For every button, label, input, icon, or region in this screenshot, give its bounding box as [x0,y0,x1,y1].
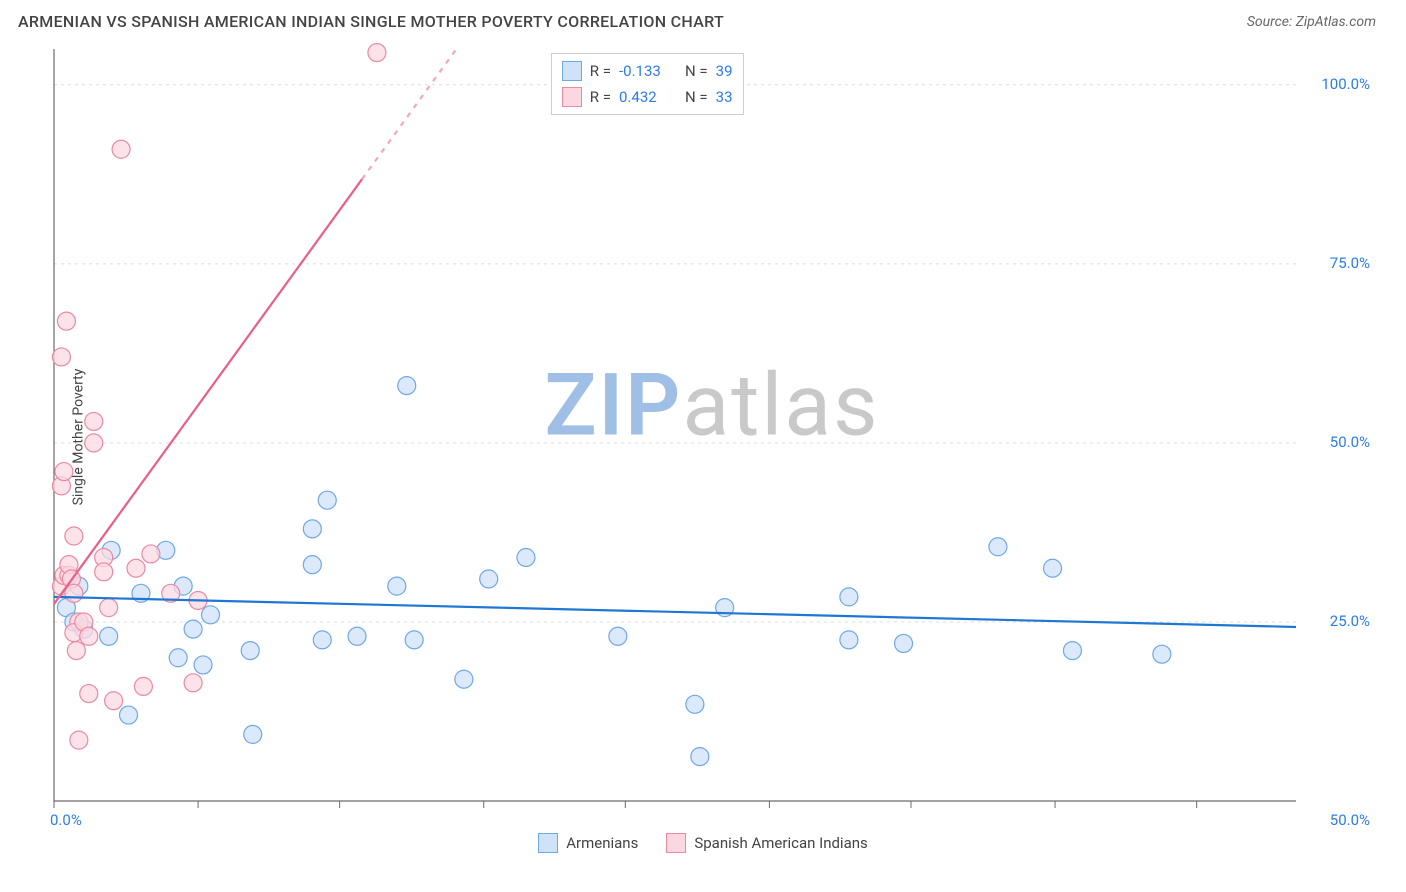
y-tick-label: 100.0% [1321,75,1370,93]
y-tick-label: 50.0% [1330,433,1370,451]
legend-swatch [562,87,582,107]
legend-label: Armenians [566,834,638,852]
legend-label: Spanish American Indians [694,834,867,852]
legend-item: Spanish American Indians [666,833,867,853]
legend-swatch [666,833,686,853]
n-label: N = [685,88,708,106]
chart-title: ARMENIAN VS SPANISH AMERICAN INDIAN SING… [18,12,724,31]
scatter-plot [48,43,1376,831]
y-tick-label: 25.0% [1330,612,1370,630]
x-tick-label: 0.0% [50,811,82,829]
n-label: N = [685,62,708,80]
r-label: R = [590,62,611,80]
legend-item: Armenians [538,833,638,853]
n-value: 39 [716,62,733,80]
chart-container: Single Mother Poverty ZIPatlas R =-0.133… [48,43,1376,831]
r-value: -0.133 [619,62,677,80]
y-tick-label: 75.0% [1330,254,1370,272]
source-attribution: Source: ZipAtlas.com [1247,14,1376,30]
r-label: R = [590,88,611,106]
legend-swatch [538,833,558,853]
series-legend: Armenians Spanish American Indians [0,833,1406,853]
stats-legend-row: R = 0.432 N = 33 [562,84,733,110]
stats-legend: R = -0.133 N = 39 R = 0.432 N = 33 [551,53,744,115]
legend-swatch [562,61,582,81]
stats-legend-row: R = -0.133 N = 39 [562,58,733,84]
n-value: 33 [716,88,733,106]
x-tick-label: 50.0% [1330,811,1370,829]
r-value: 0.432 [619,88,677,106]
